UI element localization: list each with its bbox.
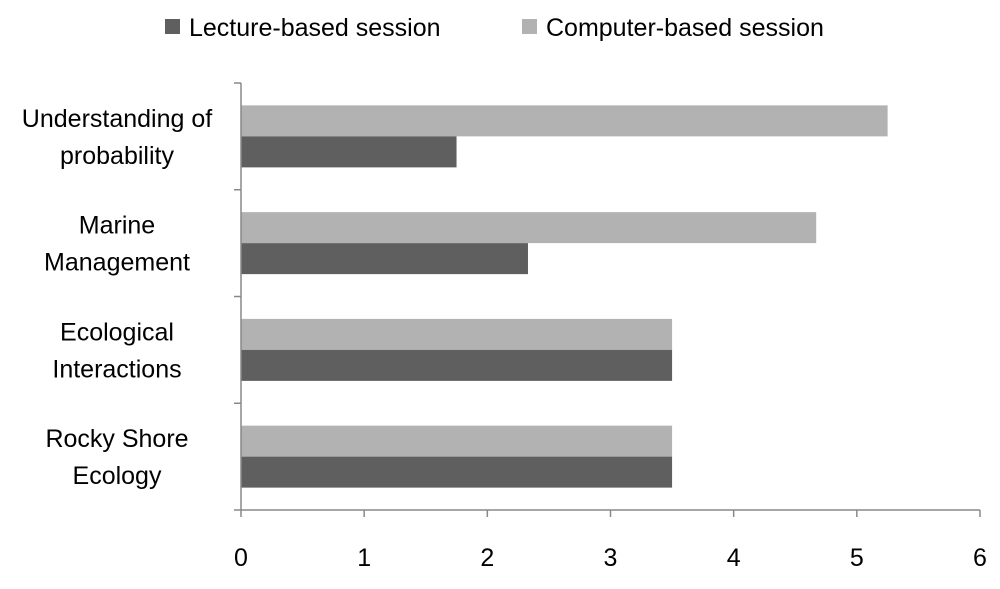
bar-lecture-1 <box>241 243 528 275</box>
bar-computer-2 <box>241 318 673 350</box>
legend-label-0: Lecture-based session <box>189 14 441 42</box>
x-tick-label-5: 5 <box>850 544 864 572</box>
category-label-0: Understanding of probability <box>22 105 212 170</box>
category-label-1: Marine Management <box>44 212 190 277</box>
x-tick-label-4: 4 <box>727 544 741 572</box>
bar-lecture-0 <box>241 136 457 168</box>
bars <box>241 105 888 488</box>
bar-computer-0 <box>241 105 888 137</box>
legend-label-1: Computer-based session <box>546 14 824 42</box>
axes <box>234 82 981 517</box>
legend-swatch-0 <box>165 19 180 34</box>
bar-lecture-3 <box>241 456 673 488</box>
category-labels: Understanding of probability Marine Managem… <box>22 105 212 490</box>
category-label-2: Ecological Interactions <box>52 318 181 383</box>
bar-computer-1 <box>241 212 817 244</box>
legend: Lecture-based session Computer-based sess… <box>165 14 824 42</box>
x-tick-label-2: 2 <box>480 544 494 572</box>
category-label-3: Rocky Shore Ecology <box>45 425 188 490</box>
legend-swatch-1 <box>522 19 537 34</box>
bar-computer-3 <box>241 425 673 457</box>
x-tick-label-3: 3 <box>604 544 618 572</box>
x-tick-labels: 0 1 2 3 4 5 6 <box>234 544 987 572</box>
bar-lecture-2 <box>241 349 673 381</box>
x-tick-label-1: 1 <box>357 544 371 572</box>
x-tick-label-0: 0 <box>234 544 248 572</box>
x-tick-label-6: 6 <box>973 544 987 572</box>
